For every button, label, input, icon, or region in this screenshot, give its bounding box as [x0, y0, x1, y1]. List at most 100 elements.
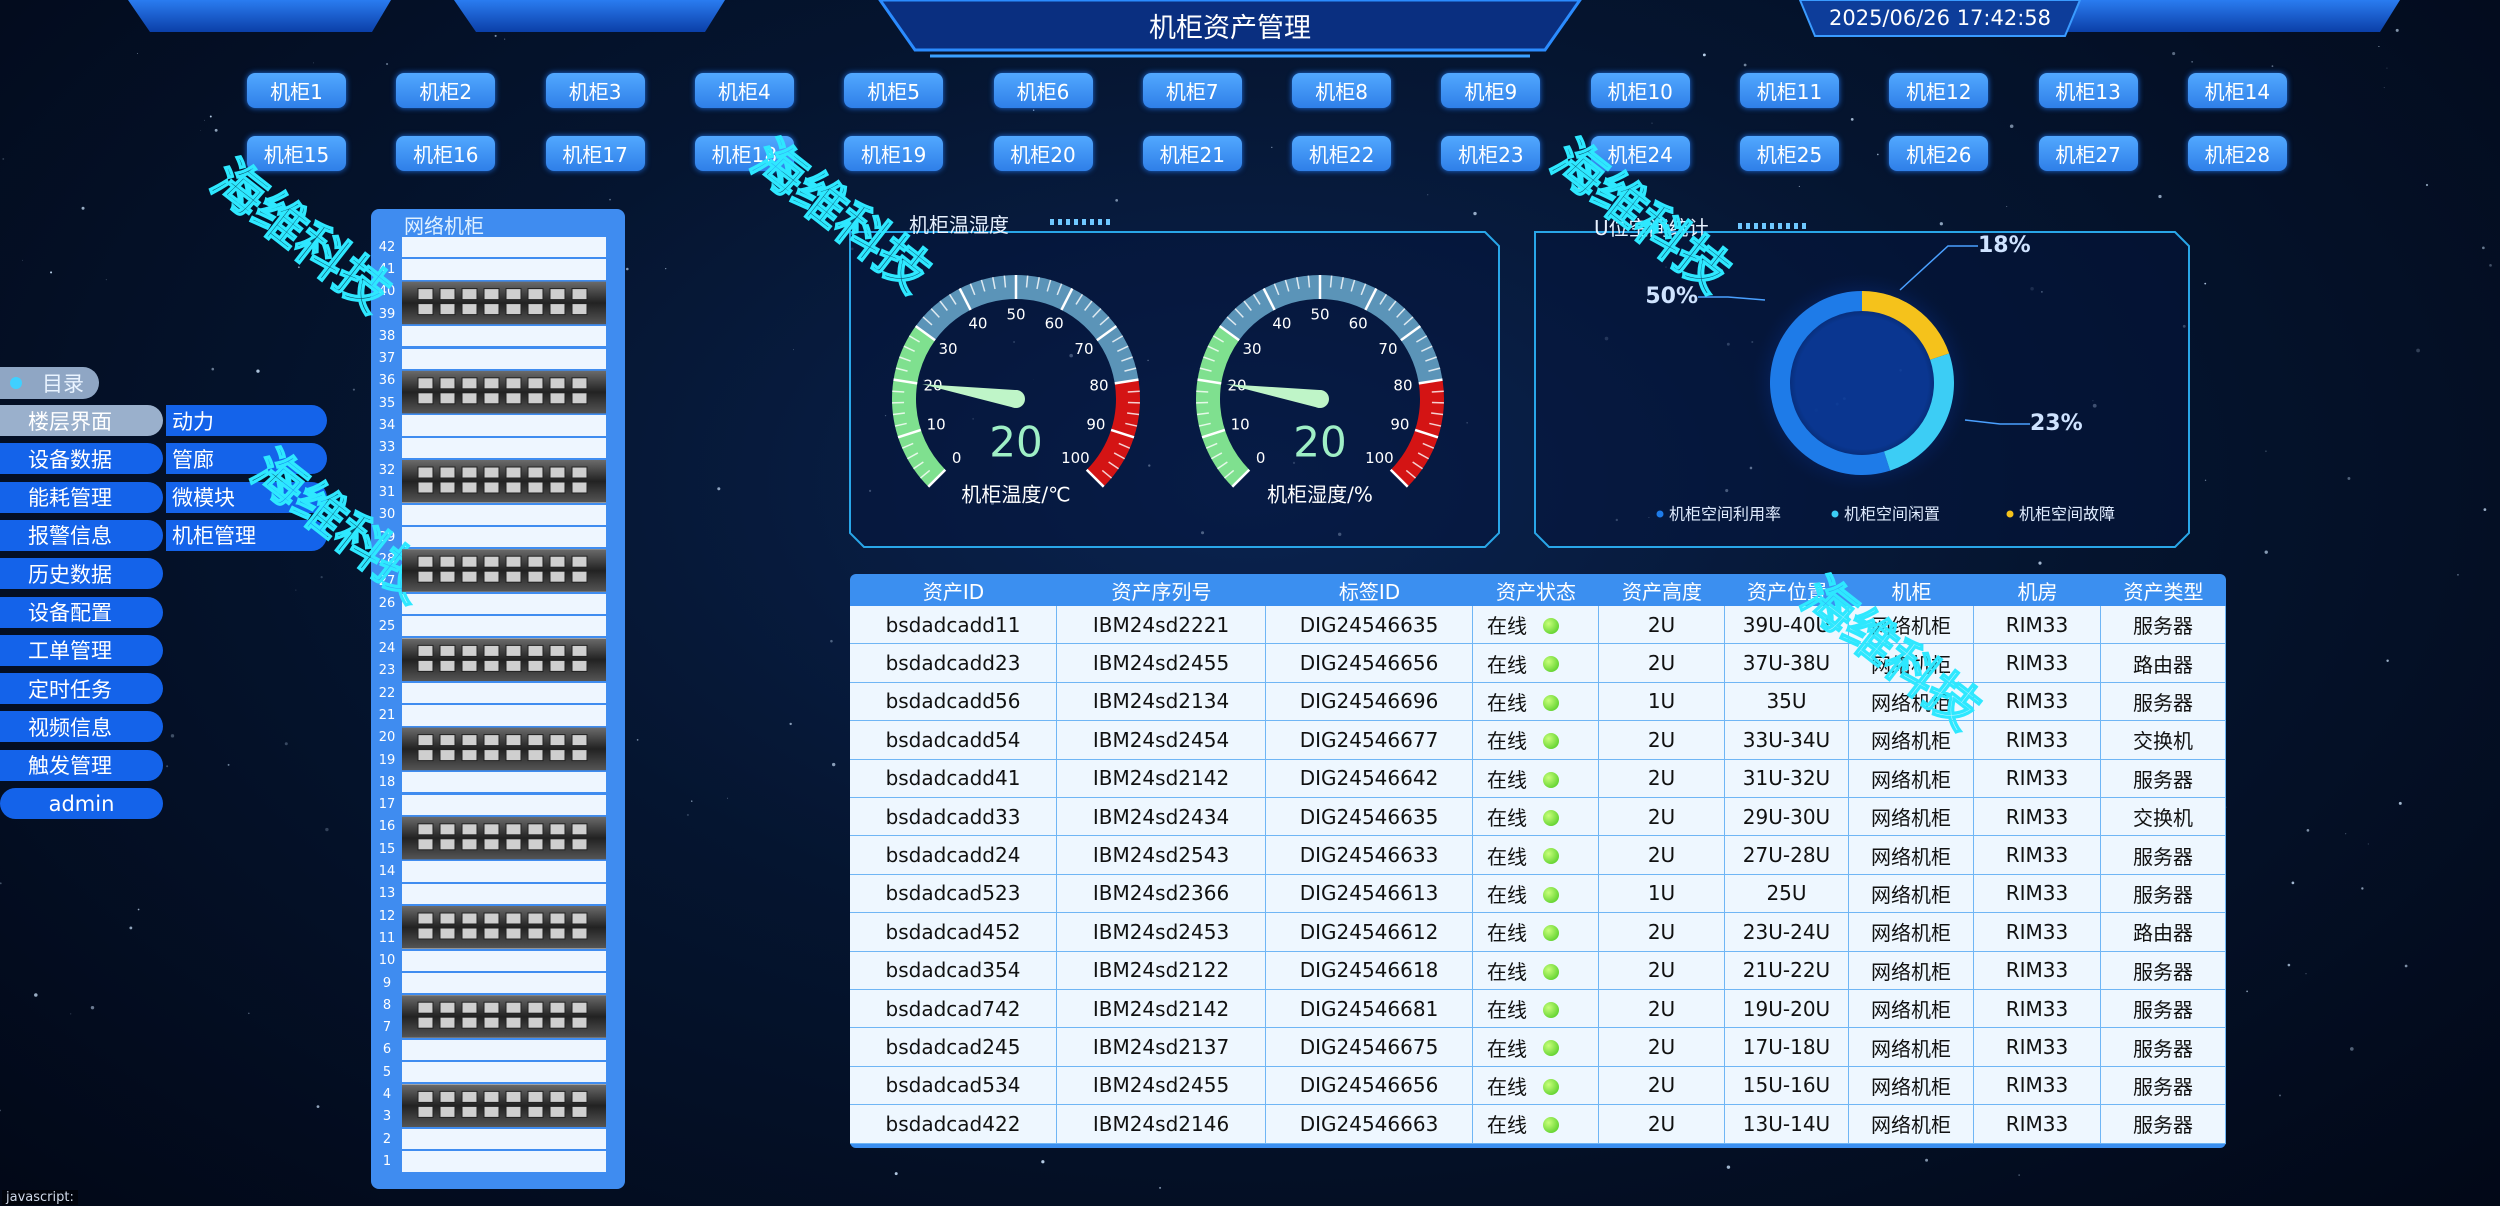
- cabinet-button[interactable]: 机柜18: [694, 136, 794, 171]
- table-cell: bsdadcad452: [850, 913, 1057, 952]
- submenu-item[interactable]: 机柜管理: [166, 519, 327, 551]
- table-cell: bsdadcad523: [850, 874, 1057, 914]
- cabinet-button[interactable]: 机柜3: [545, 73, 645, 108]
- gauge-tick: [1262, 287, 1276, 311]
- cabinet-button[interactable]: 机柜7: [1142, 73, 1242, 108]
- gauge-minor-tick: [1205, 442, 1218, 449]
- gauge-minor-tick: [1112, 335, 1124, 343]
- rack-unit-number: 8: [382, 997, 392, 1013]
- cabinet-button[interactable]: 机柜26: [1889, 136, 1989, 171]
- donut-label: 23%: [2030, 411, 2083, 436]
- cabinet-button[interactable]: 机柜19: [844, 136, 944, 171]
- cabinet-button[interactable]: 机柜14: [2187, 73, 2287, 108]
- cabinet-button[interactable]: 机柜15: [247, 136, 346, 171]
- cabinet-button[interactable]: 机柜10: [1590, 73, 1690, 108]
- table-cell: 网络机柜: [1849, 990, 1974, 1029]
- gauge-minor-tick: [1108, 461, 1119, 470]
- gauge-minor-tick: [1199, 367, 1212, 372]
- cabinet-button[interactable]: 机柜25: [1740, 136, 1839, 171]
- cabinet-button[interactable]: 机柜9: [1441, 73, 1541, 108]
- table-cell: 在线: [1473, 951, 1599, 990]
- cabinet-button[interactable]: 机柜21: [1142, 136, 1242, 171]
- star: [2378, 45, 2380, 48]
- menu-item[interactable]: 设备数据: [0, 443, 163, 475]
- rack-slot: [402, 482, 606, 503]
- gauge-tick: [1418, 378, 1443, 385]
- star: [2347, 477, 2351, 480]
- rack-unit-number: 22: [378, 685, 396, 701]
- cabinet-button[interactable]: 机柜6: [993, 73, 1093, 108]
- submenu-item[interactable]: 动力: [166, 405, 327, 436]
- star: [691, 800, 693, 802]
- cabinet-button[interactable]: 机柜4: [694, 73, 794, 108]
- rack-unit-number: 12: [378, 908, 396, 924]
- menu-item[interactable]: 能耗管理: [0, 481, 163, 513]
- cabinet-button[interactable]: 机柜22: [1292, 136, 1392, 171]
- cabinet-button[interactable]: 机柜27: [2038, 136, 2138, 171]
- gauge-minor-tick: [913, 461, 924, 470]
- table-cell: DIG24546635: [1266, 798, 1473, 837]
- gauge-minor-tick: [1127, 390, 1140, 393]
- header-deco: [2030, 0, 2400, 32]
- cabinet-button[interactable]: 机柜12: [1889, 73, 1989, 108]
- menu-item[interactable]: 定时任务: [0, 673, 163, 705]
- menu-item[interactable]: 历史数据: [0, 558, 163, 590]
- cabinet-button[interactable]: 机柜13: [2038, 73, 2138, 108]
- cabinet-button[interactable]: 机柜20: [993, 136, 1093, 171]
- gauge-band: [1390, 379, 1445, 487]
- gauge-minor-tick: [1405, 469, 1417, 479]
- star: [789, 722, 792, 726]
- table-cell: bsdadcad245: [850, 1028, 1057, 1067]
- rack-unit-number: 5: [382, 1064, 392, 1080]
- gauge-minor-tick: [1036, 277, 1040, 290]
- cabinet-button[interactable]: 机柜1: [247, 73, 346, 108]
- table-cell: 服务器: [2101, 1028, 2226, 1067]
- legend-label: 机柜空间利用率: [1669, 505, 1781, 524]
- gauge-tick: [1096, 325, 1118, 342]
- gauge-minor-tick: [1284, 279, 1290, 292]
- table-cell: 网络机柜: [1849, 1105, 1974, 1144]
- gauge-tick-label: 60: [1349, 315, 1368, 333]
- cabinet-button[interactable]: 机柜8: [1292, 73, 1392, 108]
- star: [2398, 801, 2402, 805]
- rack-slot: [402, 1129, 606, 1150]
- table-header: 机柜: [1891, 579, 1932, 604]
- table-cell: IBM24sd2455: [1057, 1066, 1266, 1106]
- submenu-item[interactable]: 管廊: [166, 443, 327, 475]
- rack-slot: [402, 259, 606, 280]
- rack-unit-number: 13: [378, 886, 396, 902]
- table-cell: DIG24546613: [1266, 874, 1473, 914]
- menu-item[interactable]: 设备配置: [0, 596, 163, 628]
- table-cell: IBM24sd2366: [1057, 874, 1266, 914]
- cabinet-button[interactable]: 机柜24: [1590, 136, 1690, 171]
- rack-unit-number: 24: [378, 641, 396, 657]
- menu-item[interactable]: 工单管理: [0, 634, 163, 666]
- rack-slot: [402, 549, 606, 570]
- star: [302, 243, 305, 246]
- cabinet-button[interactable]: 机柜17: [545, 136, 645, 171]
- table-cell: 网络机柜: [1849, 951, 1974, 990]
- menu-item[interactable]: admin: [0, 788, 163, 819]
- cabinet-button[interactable]: 机柜16: [396, 136, 496, 171]
- submenu-item[interactable]: 微模块: [166, 481, 327, 513]
- cabinet-button[interactable]: 机柜2: [396, 73, 496, 108]
- menu-item[interactable]: 报警信息: [0, 519, 163, 551]
- table-cell: DIG24546656: [1266, 1066, 1473, 1106]
- menu-item[interactable]: 触发管理: [0, 749, 163, 781]
- menu-item[interactable]: 视频信息: [0, 711, 163, 743]
- star: [2416, 348, 2420, 353]
- table-cell: RIM33: [1974, 644, 2101, 683]
- rack-unit-number: 33: [378, 440, 396, 456]
- cabinet-button[interactable]: 机柜11: [1740, 73, 1839, 108]
- gauge-label: 机柜温度/℃: [961, 483, 1070, 507]
- menu-item[interactable]: 楼层界面: [0, 405, 163, 436]
- star: [1473, 211, 1477, 216]
- table-cell: 在线: [1473, 682, 1599, 722]
- gauge-label: 机柜湿度/%: [1267, 483, 1373, 507]
- rack-unit-number: 39: [378, 306, 396, 322]
- cabinet-button[interactable]: 机柜23: [1441, 136, 1541, 171]
- cabinet-button[interactable]: 机柜28: [2187, 136, 2287, 171]
- gauge-minor-tick: [1360, 283, 1367, 296]
- cabinet-button[interactable]: 机柜5: [844, 73, 944, 108]
- rack-unit-number: 2: [382, 1131, 392, 1147]
